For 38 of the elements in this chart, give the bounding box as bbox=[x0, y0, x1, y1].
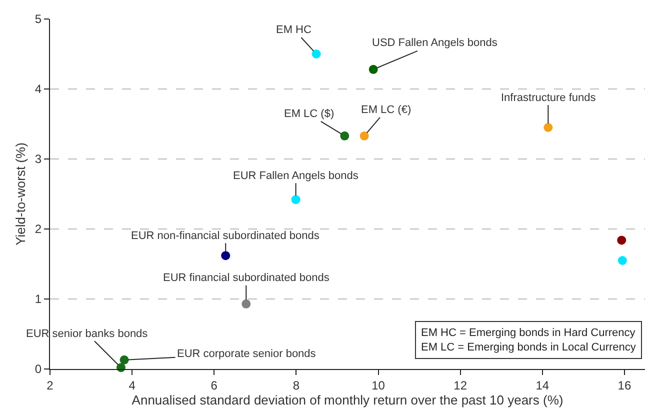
y-axis-title: Yield-to-worst (%) bbox=[12, 142, 28, 246]
y-tick-label: 2 bbox=[34, 222, 42, 236]
x-tick-label: 2 bbox=[46, 378, 54, 392]
y-tick-label: 5 bbox=[34, 12, 42, 26]
x-tick-label: 6 bbox=[210, 378, 218, 392]
x-axis-title: Annualised standard deviation of monthly return over the past 10 years (%) bbox=[132, 392, 564, 408]
point bbox=[368, 64, 378, 74]
y-tick-label: 4 bbox=[34, 82, 42, 96]
x-tick-label: 16 bbox=[618, 378, 632, 392]
point bbox=[618, 256, 627, 265]
annotation: Infrastructure funds bbox=[501, 92, 596, 104]
point bbox=[291, 195, 300, 204]
x-tick-label: 14 bbox=[536, 378, 550, 392]
x-tick-label: 12 bbox=[454, 378, 468, 392]
point bbox=[221, 251, 230, 260]
annotation: EM LC ($) bbox=[284, 108, 334, 120]
x-tick-label: 4 bbox=[128, 378, 136, 392]
point bbox=[360, 131, 369, 140]
annotation: EM HC = Emerging bonds in Hard Currency EM LC = Emerging bonds in Local Currency bbox=[421, 327, 636, 354]
annotation: EUR non-financial subordinated bonds bbox=[131, 230, 320, 242]
point bbox=[617, 236, 626, 245]
y-tick-label: 3 bbox=[34, 152, 42, 166]
annotation: EM HC bbox=[276, 24, 312, 36]
point bbox=[544, 123, 553, 132]
point bbox=[340, 131, 350, 140]
point bbox=[312, 50, 321, 58]
annotation: EUR corporate senior bonds bbox=[177, 348, 316, 360]
annotation: USD Fallen Angels bonds bbox=[372, 37, 498, 49]
annotation: EUR senior banks bonds bbox=[26, 328, 148, 340]
y-tick-label: 1 bbox=[34, 292, 42, 306]
x-tick-label: 8 bbox=[292, 378, 300, 392]
point bbox=[120, 355, 129, 364]
annotation: EUR financial subordinated bonds bbox=[163, 272, 330, 284]
point bbox=[242, 299, 251, 308]
x-tick-label: 10 bbox=[372, 378, 386, 392]
y-tick-label: 0 bbox=[34, 362, 42, 376]
annotation: EUR Fallen Angels bonds bbox=[233, 170, 359, 182]
annotation: EM LC (€) bbox=[361, 104, 412, 116]
